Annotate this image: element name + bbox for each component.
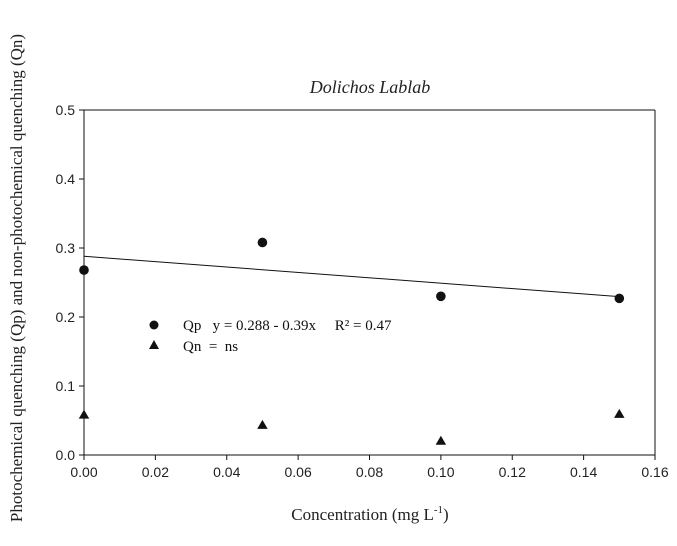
plot-frame — [83, 109, 656, 456]
y-tick-label: 0.5 — [56, 102, 76, 118]
x-tick-label: 0.00 — [70, 464, 97, 480]
qp-trendline — [83, 255, 620, 298]
x-axis-title: Concentration (mg L-1) — [291, 504, 448, 524]
qp-point — [79, 265, 89, 275]
x-tick-label: 0.06 — [285, 464, 312, 480]
trendline-layer — [83, 255, 620, 298]
legend-qp-text: Qp y = 0.288 - 0.39x R² = 0.47 — [183, 318, 392, 334]
qp-point — [614, 293, 625, 304]
legend-qp-marker — [149, 320, 159, 330]
legend-qn-marker — [149, 340, 159, 349]
x-tick-label: 0.10 — [427, 464, 454, 480]
y-tick-label: 0.3 — [56, 240, 76, 256]
qp-point — [436, 291, 446, 302]
data-points — [78, 237, 625, 445]
x-tick-label: 0.02 — [142, 464, 169, 480]
x-axis-ticks: 0.00 0.02 0.04 0.06 0.08 0.10 0.12 0.14 0.16 — [70, 455, 669, 480]
x-tick-label: 0.16 — [641, 464, 668, 480]
y-tick-label: 0.2 — [56, 309, 76, 325]
qn-point — [257, 419, 268, 429]
qn-point — [78, 409, 90, 419]
x-tick-label: 0.14 — [570, 464, 597, 480]
qp-point — [257, 237, 268, 248]
y-axis-ticks: 0.0 0.1 0.2 0.3 0.4 0.5 — [56, 102, 84, 463]
x-tick-label: 0.12 — [499, 464, 526, 480]
legend: Qp y = 0.288 - 0.39x R² = 0.47 Qn = ns — [149, 318, 392, 355]
y-tick-label: 0.0 — [56, 447, 76, 463]
y-tick-label: 0.1 — [56, 378, 76, 394]
legend-qn-text: Qn = ns — [183, 339, 238, 355]
qn-point — [614, 408, 625, 418]
x-tick-label: 0.08 — [356, 464, 383, 480]
y-axis-title: Photochemical quenching (Qp) and non-pho… — [7, 34, 26, 522]
y-tick-label: 0.4 — [56, 171, 76, 187]
x-tick-label: 0.04 — [213, 464, 240, 480]
qn-point — [435, 435, 447, 445]
chart-title: Dolichos Lablab — [309, 77, 431, 97]
